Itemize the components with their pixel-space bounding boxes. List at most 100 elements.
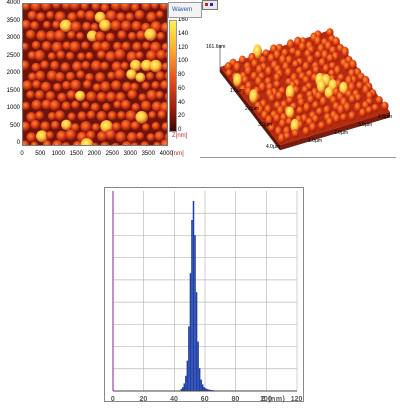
grain-3d [312,101,320,110]
histogram-bar [201,384,204,391]
grain [140,100,152,111]
grain [41,3,52,11]
grain [40,121,51,131]
colorbar-tick: 40 [178,99,185,106]
grain [76,32,85,41]
grain-3d [239,84,247,95]
grain-3d [365,106,373,115]
grain-3d [285,85,295,100]
grain [100,81,111,92]
axis-label-y3: 3.0µm [258,122,272,128]
colorbar-tick: 100 [178,58,189,65]
grain [95,72,106,83]
grain-3d [251,59,259,69]
grain [125,12,135,22]
grain [42,20,51,29]
grain [120,20,132,32]
grain [40,81,52,93]
grain [138,93,147,102]
grain [36,130,48,143]
grain-3d [294,49,302,59]
grain [30,3,42,12]
grain [49,100,61,111]
afm-2d-y-tick: 2000 [6,70,20,76]
grain-3d [267,123,276,133]
wavemode-menu[interactable]: Wavem [168,2,202,18]
histogram-bar [194,235,196,391]
grain [155,90,164,100]
grain [134,9,145,21]
grain [81,101,90,110]
grain-3d [238,55,247,64]
grain [130,59,142,72]
grain-3d [302,126,310,136]
grain [90,102,100,112]
histogram-bar [185,375,187,391]
grain [25,29,36,40]
grain [146,72,155,81]
afm-2d-x-tick: 500 [35,151,46,157]
colorbar-tick: 120 [178,44,189,51]
grain [156,32,166,41]
grain [140,141,150,146]
grain [91,3,101,11]
grain [120,119,132,131]
grain [142,123,150,132]
grain [77,52,86,61]
grain [159,101,168,113]
grain [46,70,58,81]
histogram-bar [195,292,198,391]
grain [70,21,82,33]
grain [105,51,117,62]
axis-label-y4: 4.0µm [266,144,280,150]
grain [75,90,86,102]
grain-3d [337,104,345,116]
grain-3d [326,117,334,127]
grain [100,41,111,52]
grain [117,30,127,40]
toolbar-icon[interactable] [202,0,218,10]
grain [67,12,78,23]
colorbar [169,20,177,132]
grain-3d [375,96,383,105]
grain [156,10,164,19]
grain [84,10,96,21]
grain [105,32,115,42]
grain [111,80,122,91]
grain-3d [301,85,309,95]
grain [55,72,65,82]
grain [122,81,132,92]
grain [56,50,66,60]
grain-3d [341,46,349,58]
grain [45,131,55,140]
grain-3d [258,82,266,93]
grain [136,132,145,140]
grain-3d [326,28,334,37]
grain [105,129,116,140]
grain [96,92,107,103]
grain-3d [381,101,389,111]
histogram-bar [197,341,199,391]
grain-3d [356,81,364,91]
grain [22,80,33,91]
grain [130,121,140,131]
grain [51,140,63,146]
histogram-bar [205,388,207,391]
grain-3d [297,97,305,108]
grain [77,111,87,121]
afm-2d-y-tick: 1000 [6,105,20,111]
grain [22,101,31,111]
grain [62,80,71,90]
afm-2d-x-unit: [nm] [172,151,184,157]
grain [36,12,46,22]
grain [26,132,37,143]
grain-3d [286,39,295,50]
grain [34,50,46,62]
grain [65,129,77,141]
grain [96,50,106,60]
grain-3d [312,65,320,75]
grain-3d [273,113,281,123]
histogram-bar [186,360,189,391]
grain [121,141,133,146]
grain [32,80,42,89]
